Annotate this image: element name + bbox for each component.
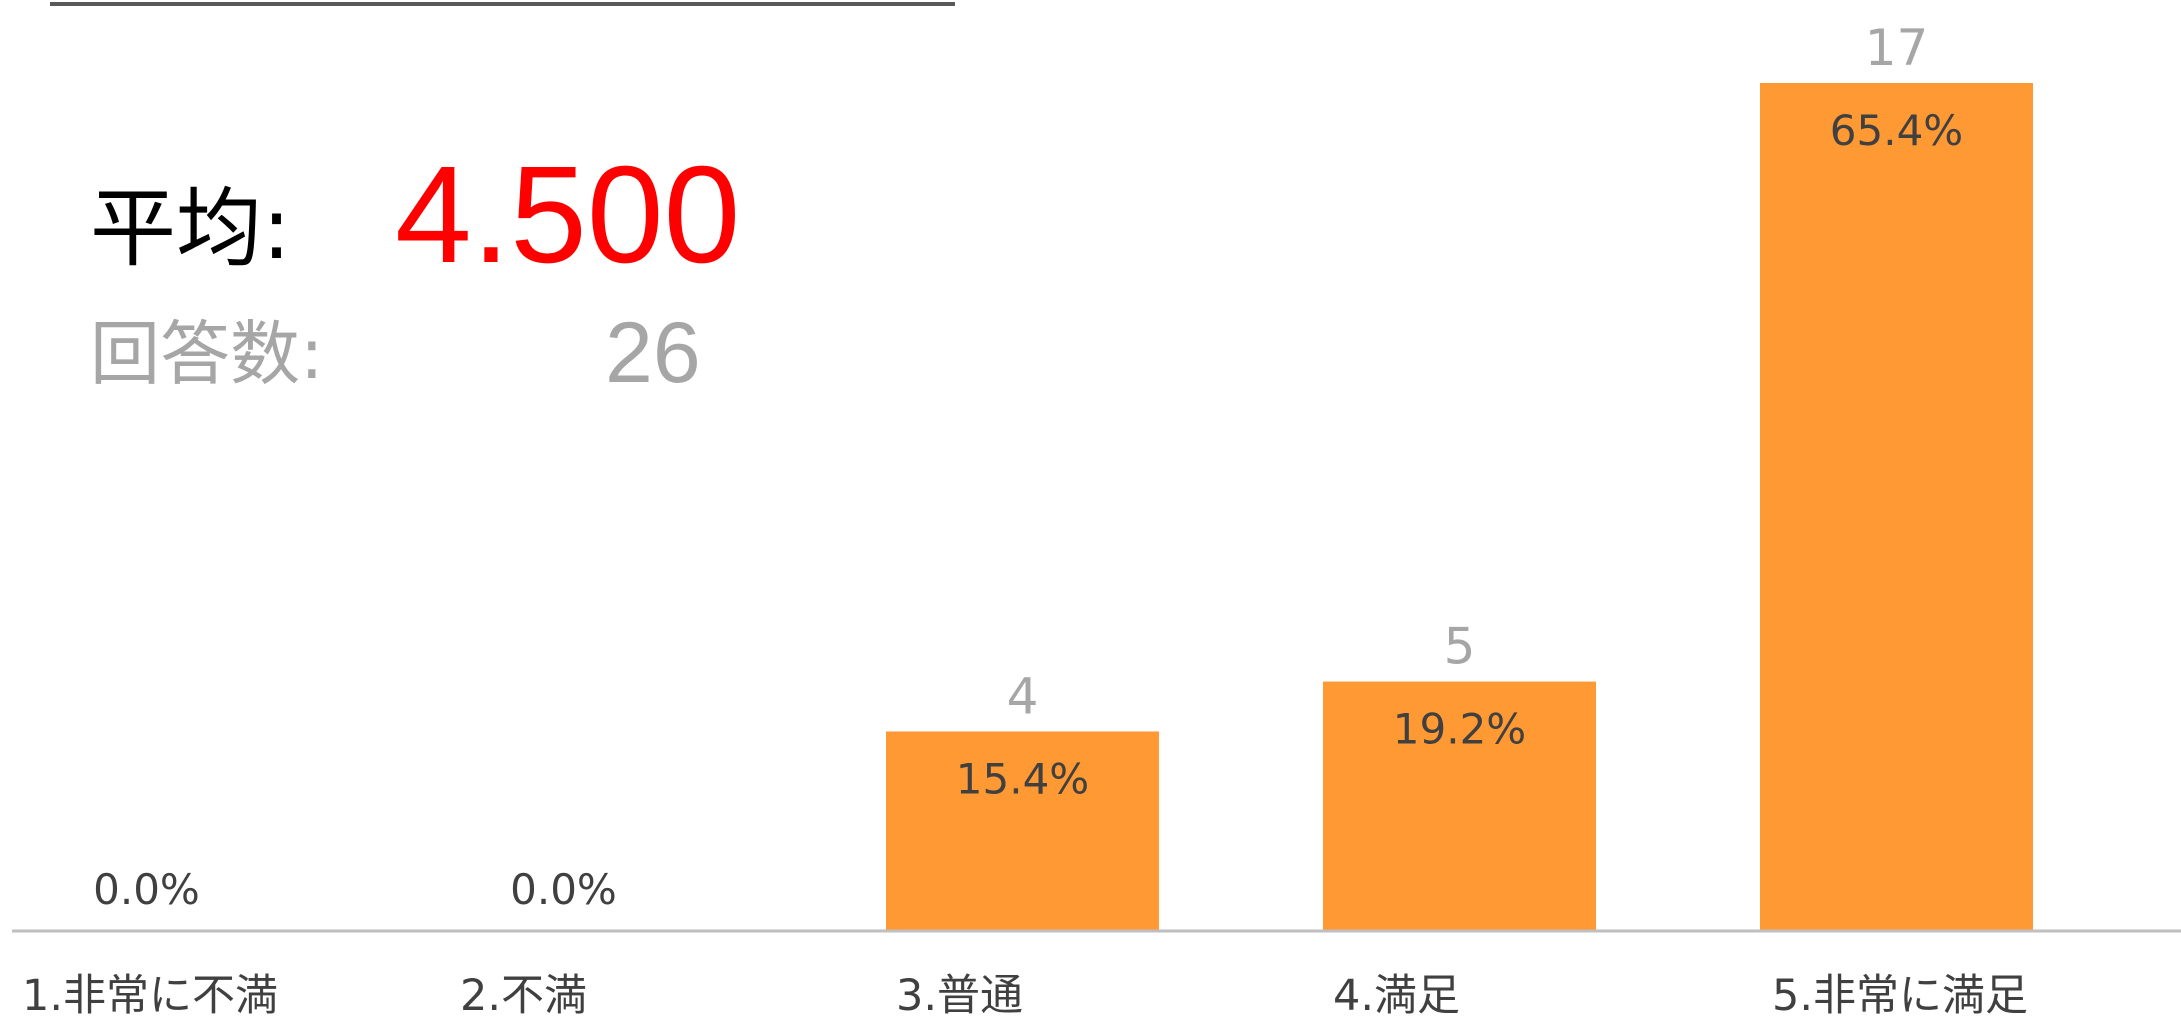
category-label-very-dissatisfied: 1.非常に不満 — [22, 971, 278, 1018]
response-count-label: 回答数: — [90, 313, 324, 395]
average-value: 4.500 — [395, 138, 740, 292]
percent-label-neutral: 15.4% — [956, 754, 1089, 803]
count-label-very-satisfied: 17 — [1865, 19, 1929, 77]
summary-block: 平均: 4.500 回答数: 26 — [90, 138, 740, 401]
response-count-value: 26 — [605, 305, 701, 401]
category-label-neutral: 3.普通 — [896, 971, 1023, 1018]
percent-label-satisfied: 19.2% — [1393, 705, 1526, 754]
percent-label-very-satisfied: 65.4% — [1830, 106, 1963, 155]
bars-group — [886, 83, 2033, 931]
bar-neutral — [886, 731, 1159, 931]
category-labels-group: 1.非常に不満 2.不満 3.普通 4.満足 5.非常に満足 — [22, 971, 2028, 1018]
percent-label-dissatisfied: 0.0% — [510, 865, 617, 914]
category-label-satisfied: 4.満足 — [1333, 971, 1460, 1018]
category-label-dissatisfied: 2.不満 — [460, 971, 587, 1018]
percent-labels-group: 0.0% 0.0% 15.4% 19.2% 65.4% — [93, 106, 1963, 914]
count-label-satisfied: 5 — [1444, 618, 1476, 676]
count-labels-group: 4 5 17 — [1007, 19, 1929, 725]
average-label: 平均: — [90, 179, 291, 279]
category-label-very-satisfied: 5.非常に満足 — [1772, 971, 2028, 1018]
percent-label-very-dissatisfied: 0.0% — [93, 865, 200, 914]
bar-very-satisfied — [1760, 83, 2033, 931]
count-label-neutral: 4 — [1007, 667, 1039, 725]
bar-satisfied — [1323, 681, 1596, 931]
